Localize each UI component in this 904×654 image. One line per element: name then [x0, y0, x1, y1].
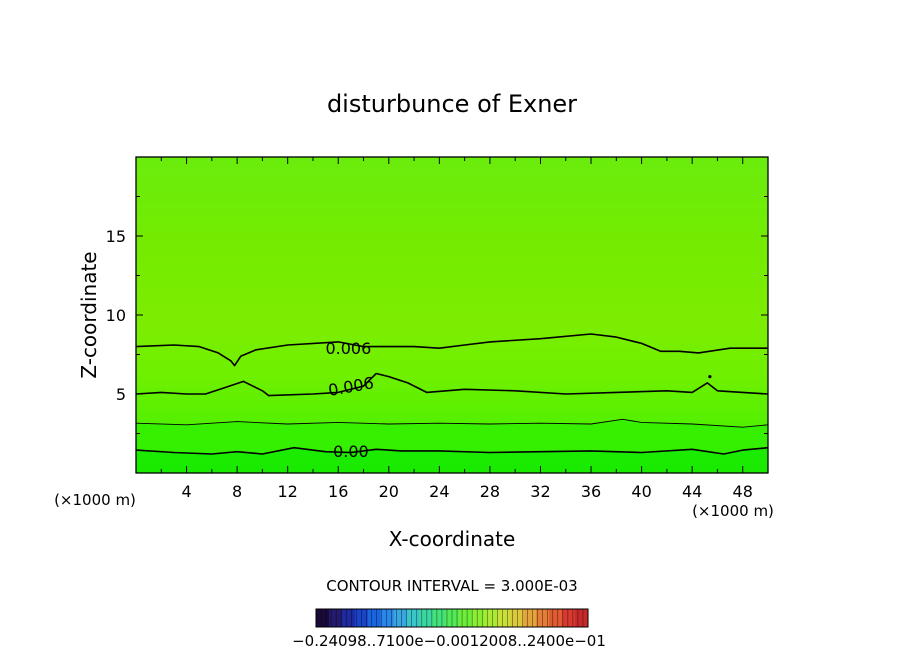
y-tick-label: 15 — [106, 227, 126, 246]
x-tick-label: 24 — [429, 482, 449, 501]
contour-dot — [708, 375, 712, 379]
colorbar-swatch — [549, 609, 563, 627]
x-tick-label: 12 — [278, 482, 298, 501]
x-tick-label: 48 — [733, 482, 753, 501]
shading-bands — [136, 157, 768, 473]
colorbar-swatch — [432, 609, 447, 627]
y-axis-unit: (×1000 m) — [54, 491, 136, 509]
colorbar-swatch — [458, 609, 472, 627]
colorbar-swatch — [380, 609, 395, 627]
colorbar-frame — [315, 608, 589, 628]
contour-interval-text: CONTOUR INTERVAL = 3.000E-03 — [326, 577, 577, 595]
colorbar-swatch — [575, 609, 589, 627]
y-tick-label: 10 — [106, 306, 126, 325]
x-tick-label: 16 — [328, 482, 348, 501]
y-axis-label: Z-coordinate — [77, 251, 101, 378]
x-tick-label: 20 — [379, 482, 399, 501]
y-axis-ticks: 5 10 15 — [106, 196, 768, 434]
colorbar-swatch — [510, 609, 524, 627]
x-axis-label: X-coordinate — [389, 527, 516, 551]
colorbar-swatch — [419, 609, 434, 627]
colorbar-swatch — [484, 609, 498, 627]
colorbar-swatch — [341, 609, 356, 627]
y-tick-label: 5 — [116, 385, 126, 404]
colorbar-swatch — [328, 609, 343, 627]
contour-label: 0.006 — [325, 339, 371, 358]
x-axis-unit: (×1000 m) — [692, 502, 774, 520]
colorbar-swatch — [471, 609, 485, 627]
x-tick-label: 44 — [682, 482, 702, 501]
contour-line-upper — [136, 333, 768, 367]
band-bottom — [136, 447, 768, 473]
colorbar-swatch — [367, 609, 382, 627]
chart-title: disturbunce of Exner — [327, 90, 577, 118]
contour-line-thin — [136, 418, 768, 428]
band-top — [136, 157, 768, 366]
x-tick-label: 28 — [480, 482, 500, 501]
contour-lines — [136, 333, 768, 455]
colorbar-swatch — [406, 609, 421, 627]
x-tick-label: 8 — [232, 482, 242, 501]
x-axis-ticks: 4 8 12 16 20 24 28 32 36 40 44 48 — [160, 157, 753, 501]
contour-line-zero — [136, 446, 768, 455]
colorbar-swatch — [562, 609, 576, 627]
x-tick-label: 40 — [631, 482, 651, 501]
colorbar-swatch — [316, 609, 330, 627]
contour-label: 0.00 — [333, 442, 369, 461]
colorbar-swatch — [393, 609, 408, 627]
colorbar-tick-labels: −0.24098..7100e−0.0012008..2400e−01 — [292, 632, 606, 650]
x-tick-label: 36 — [581, 482, 601, 501]
colorbar-swatch — [523, 609, 537, 627]
x-tick-label: 4 — [181, 482, 191, 501]
colorbar-swatch — [497, 609, 511, 627]
contour-line-middle — [136, 372, 768, 397]
colorbar — [315, 609, 589, 627]
x-tick-label: 32 — [530, 482, 550, 501]
